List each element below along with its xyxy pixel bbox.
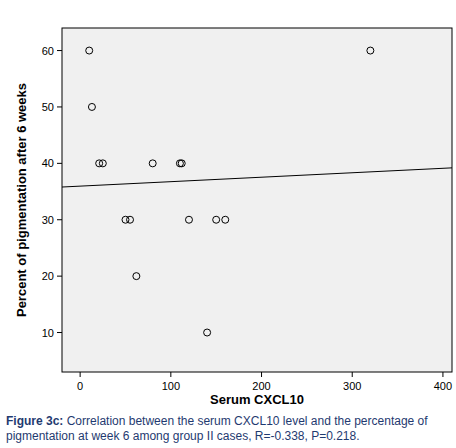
point [127,216,134,223]
y-tick [57,332,62,333]
y-axis-label: Percent of pigmentation after 6 weeks [14,83,29,317]
y-tick [57,276,62,277]
x-tick-label: 100 [162,380,180,392]
y-tick-label: 30 [42,214,54,226]
point [204,329,211,336]
point [99,160,106,167]
y-tick-label: 40 [42,157,54,169]
point [133,273,140,280]
x-tick [442,372,443,377]
point [185,216,192,223]
y-tick-label: 50 [42,101,54,113]
point [149,160,156,167]
x-tick-label: 300 [343,380,361,392]
point [178,160,185,167]
marks [62,47,452,336]
y-tick-label: 10 [42,327,54,339]
plot-background [62,28,452,372]
x-axis-label: Serum CXCL10 [210,392,304,407]
y-tick [57,219,62,220]
x-tick [170,372,171,377]
x-tick [352,372,353,377]
x-tick-label: 200 [252,380,270,392]
x-tick-label: 400 [434,380,452,392]
point [86,47,93,54]
point [88,103,95,110]
caption-label: Figure 3c: [6,414,63,428]
y-tick-label: 20 [42,270,54,282]
y-tick [57,50,62,51]
x-tick-label: 0 [77,380,83,392]
caption-text: Correlation between the serum CXCL10 lev… [6,414,428,443]
x-tick [80,372,81,377]
y-tick [57,106,62,107]
point [367,47,374,54]
fit-line [62,168,452,187]
caption: Figure 3c: Correlation between the serum… [6,414,452,444]
point [222,216,229,223]
y-tick [57,163,62,164]
x-tick [261,372,262,377]
point [213,216,220,223]
plot-frame [62,28,452,372]
y-tick-label: 60 [42,45,54,57]
